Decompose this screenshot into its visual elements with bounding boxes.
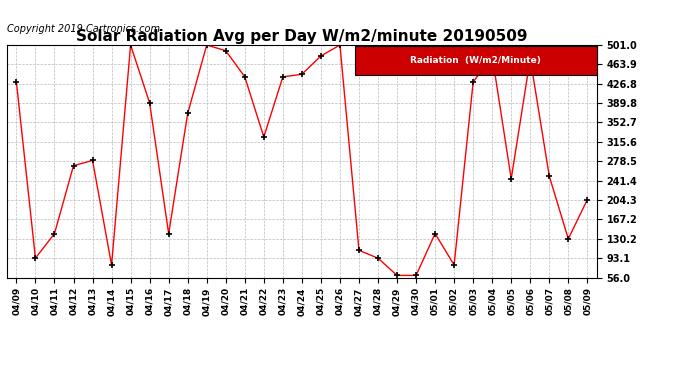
Title: Solar Radiation Avg per Day W/m2/minute 20190509: Solar Radiation Avg per Day W/m2/minute … [76, 29, 528, 44]
Text: Copyright 2019 Cartronics.com: Copyright 2019 Cartronics.com [7, 24, 160, 34]
Text: Radiation  (W/m2/Minute): Radiation (W/m2/Minute) [411, 56, 542, 65]
FancyBboxPatch shape [355, 46, 597, 75]
